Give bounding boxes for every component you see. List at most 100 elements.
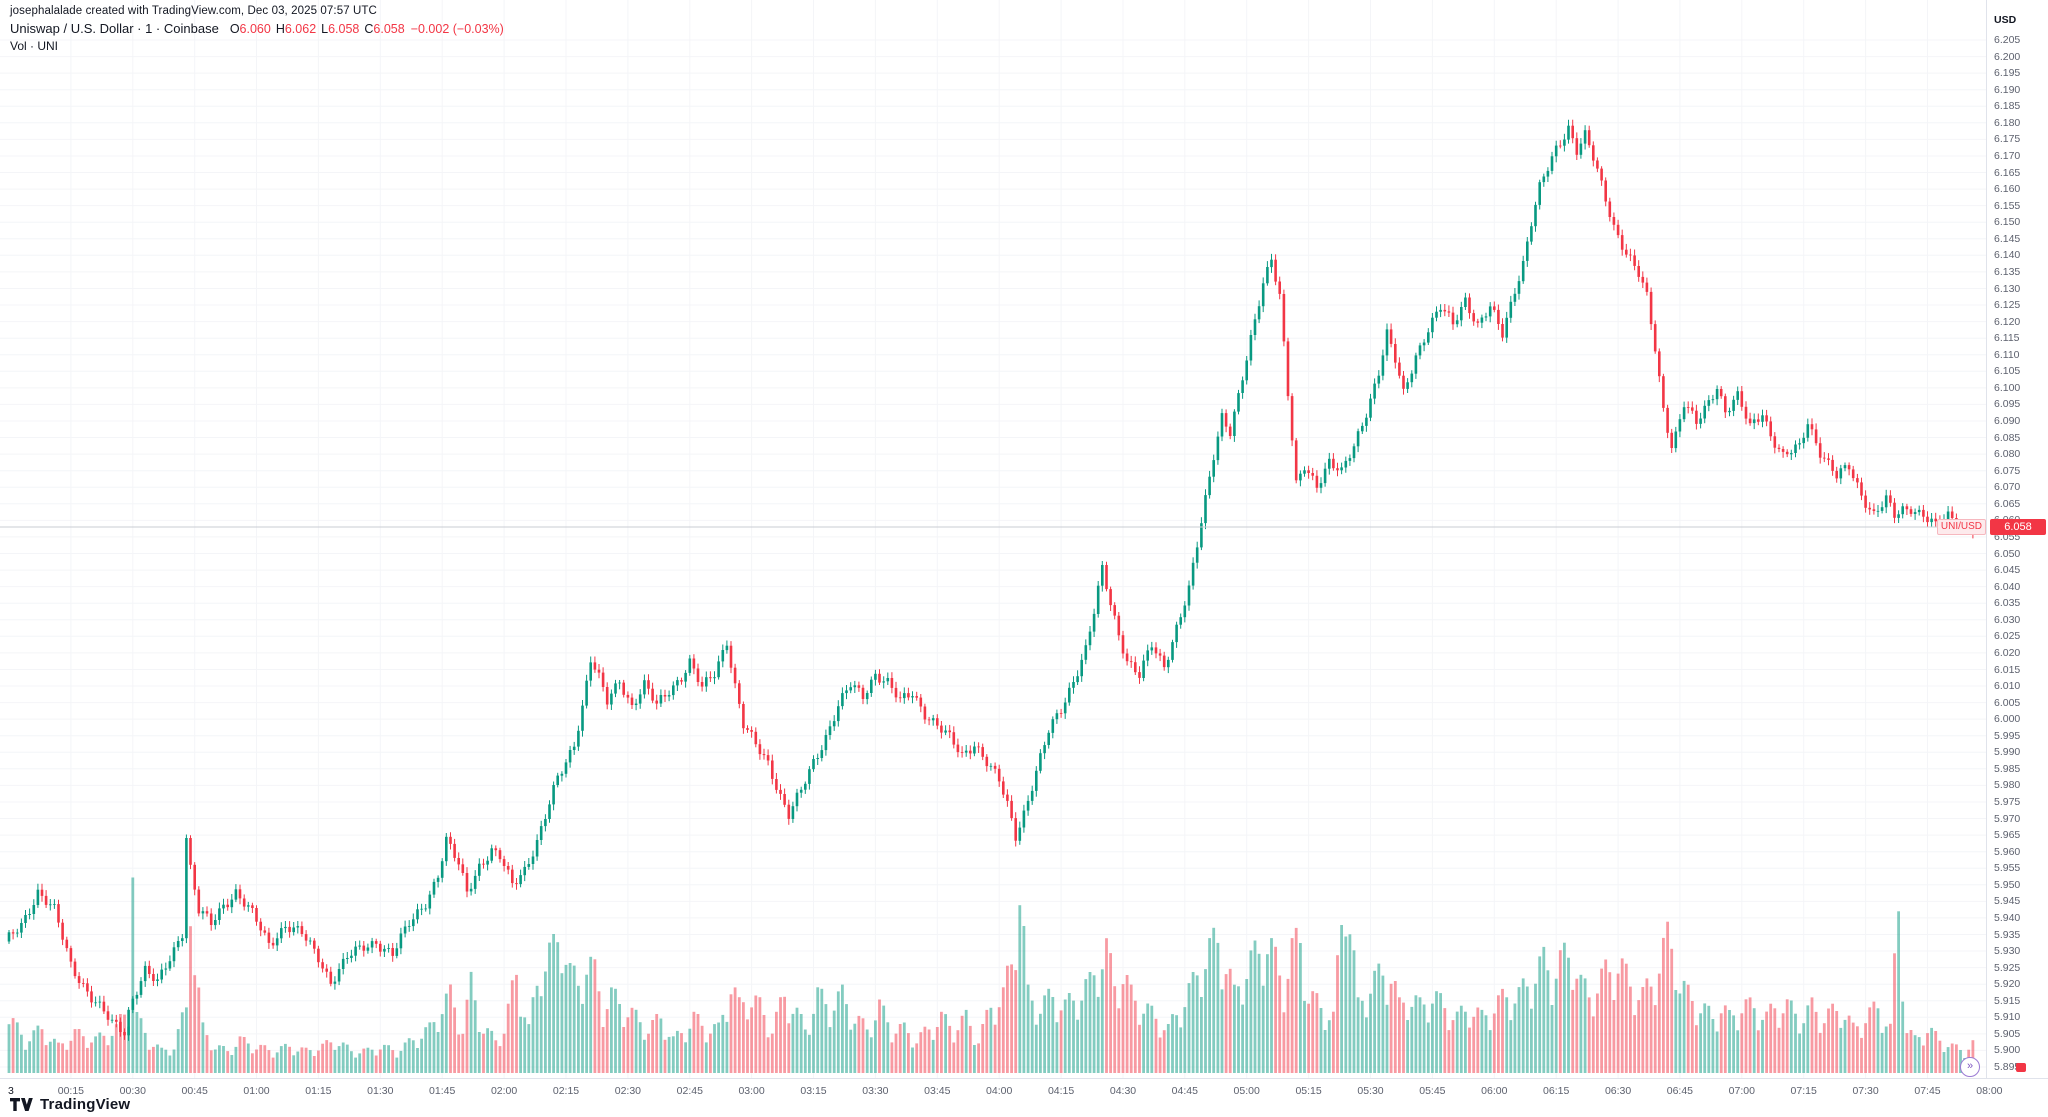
price-tick-label: 6.095 [1994,398,2021,411]
price-tick-label: 6.145 [1994,232,2021,245]
close-value: 6.058 [373,22,405,36]
time-tick-label: 00:15 [57,1085,85,1097]
price-tick-label: 5.895 [1994,1061,2021,1073]
time-tick-label: 03:15 [800,1085,827,1097]
time-tick-label: 03:00 [738,1085,765,1097]
price-tick-label: 6.015 [1994,663,2021,676]
price-tick-label: 6.135 [1994,265,2021,278]
time-tick-label: 02:15 [552,1085,580,1097]
time-tick-label: 00:30 [119,1085,146,1097]
high-label: H [275,22,285,36]
price-tick-label: 6.165 [1994,166,2021,179]
price-tick-label: 5.910 [1994,1011,2021,1024]
time-tick-label: 04:45 [1171,1085,1198,1097]
symbol-title-row: Uniswap / U.S. Dollar · 1 · Coinbase O 6.0… [10,21,504,36]
last-price-row: UNI/USD 6.058 [1936,519,2046,535]
price-tick-label: 6.130 [1994,282,2021,295]
time-tick-label: 04:00 [986,1085,1013,1097]
time-tick-label: 06:00 [1481,1085,1508,1097]
chart-plot-area[interactable] [0,0,1990,1078]
price-tick-label: 5.950 [1994,878,2021,891]
price-tick-label: 6.065 [1994,497,2021,510]
attribution-text: josephalalade created with TradingView.c… [10,5,377,17]
time-axis[interactable]: 3 00:15 00:30 00:45 01:00 01:15 01:30 01:45 02:0… [0,1078,2048,1117]
price-tick-label: 6.120 [1994,315,2021,328]
price-tick-label: 5.905 [1994,1027,2021,1040]
price-tick-label: 6.205 [1994,34,2021,46]
price-tick-label: 5.960 [1994,845,2021,858]
price-tick-label: 5.980 [1994,779,2021,792]
price-tick-label: 6.190 [1994,83,2021,96]
low-label: L [321,22,329,36]
price-tick-label: 6.195 [1994,67,2021,80]
chart-svg[interactable] [0,0,1990,1078]
price-tick-label: 6.105 [1994,365,2021,378]
time-tick-label: 05:30 [1357,1085,1384,1097]
price-tick-label: 6.170 [1994,150,2021,162]
time-tick-label: 07:00 [1728,1085,1755,1097]
price-tick-label: 5.970 [1994,812,2021,825]
price-tick-label: 5.975 [1994,796,2021,808]
last-price-badge: 6.058 [1990,519,2046,535]
price-axis[interactable]: USD 6.205 6.200 6.195 6.190 6.185 6.180 6.175 6.… [1986,0,2048,1078]
time-tick-label: 02:45 [676,1085,703,1097]
price-tick-label: 5.945 [1994,895,2021,908]
price-tick-label: 5.965 [1994,829,2021,842]
price-tick-label: 6.100 [1994,381,2021,394]
price-tick-label: 6.080 [1994,448,2021,461]
time-tick-label: 05:15 [1295,1085,1322,1097]
volume-indicator-label[interactable]: Vol · UNI [10,39,59,53]
price-tick-label: 6.090 [1994,415,2021,427]
price-tick-label: 5.920 [1994,978,2021,991]
time-tick-label: 01:00 [243,1085,270,1097]
time-tick-label: 05:00 [1233,1085,1260,1097]
time-tick-label: 00:45 [181,1085,208,1097]
price-tick-label: 6.035 [1994,597,2021,610]
time-tick-label: 07:30 [1852,1085,1879,1097]
time-tick-label: 02:30 [614,1085,642,1097]
price-tick-label: 6.140 [1994,249,2021,262]
price-tick-label: 6.040 [1994,580,2021,593]
price-tick-label: 6.180 [1994,116,2021,129]
time-tick-label: 04:30 [1109,1085,1137,1097]
price-tick-label: 6.125 [1994,299,2021,311]
price-tick-label: 6.160 [1994,183,2021,196]
price-tick-label: 5.955 [1994,862,2021,875]
price-tick-label: 5.985 [1994,762,2021,775]
time-tick-label: 01:15 [305,1085,332,1097]
price-tick-label: 6.085 [1994,431,2021,444]
price-tick-label: 5.940 [1994,911,2021,924]
price-tick-label: 6.150 [1994,216,2021,229]
price-tick-label: 5.995 [1994,729,2021,742]
axis-unit-label: USD [1994,14,2017,26]
tradingview-logo-icon [10,1098,33,1111]
low-value: 6.058 [328,22,360,36]
go-to-realtime-icon[interactable]: » [1960,1057,1980,1077]
price-tick-label: 6.115 [1994,332,2020,345]
price-tick-label: 6.155 [1994,199,2021,212]
ohlc-values: O6.060 H6.062 L6.058 C6.058 −0.002 (−0.03%) [225,22,504,36]
chart-header: josephalalade created with TradingView.c… [10,5,504,53]
price-tick-label: 6.010 [1994,680,2021,692]
price-tick-label: 6.045 [1994,564,2021,577]
open-label: O [229,22,240,36]
tradingview-logo[interactable]: TradingView [10,1096,130,1113]
tradingview-logo-text: TradingView [40,1096,131,1113]
volume-layer [7,877,1975,1073]
price-tick-label: 6.175 [1994,133,2021,146]
grid-layer [0,0,1990,1078]
time-tick-label: 03:45 [924,1085,951,1097]
high-value: 6.062 [284,22,317,36]
time-tick-label: 06:15 [1543,1085,1570,1097]
price-tick-label: 6.110 [1994,348,2020,361]
candle-layer [7,119,1975,1041]
time-tick-label: 04:15 [1047,1085,1075,1097]
close-label: C [364,22,374,36]
symbol-title[interactable]: Uniswap / U.S. Dollar · 1 · Coinbase [10,21,219,36]
price-tick-label: 6.030 [1994,613,2021,626]
price-tick-label: 6.185 [1994,100,2021,113]
price-tick-label: 5.990 [1994,746,2021,759]
date-tick-label: 3 [8,1085,14,1097]
price-tick-label: 6.050 [1994,547,2021,560]
